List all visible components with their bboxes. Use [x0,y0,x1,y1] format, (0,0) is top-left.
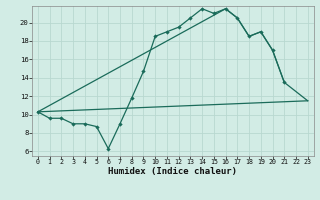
X-axis label: Humidex (Indice chaleur): Humidex (Indice chaleur) [108,167,237,176]
